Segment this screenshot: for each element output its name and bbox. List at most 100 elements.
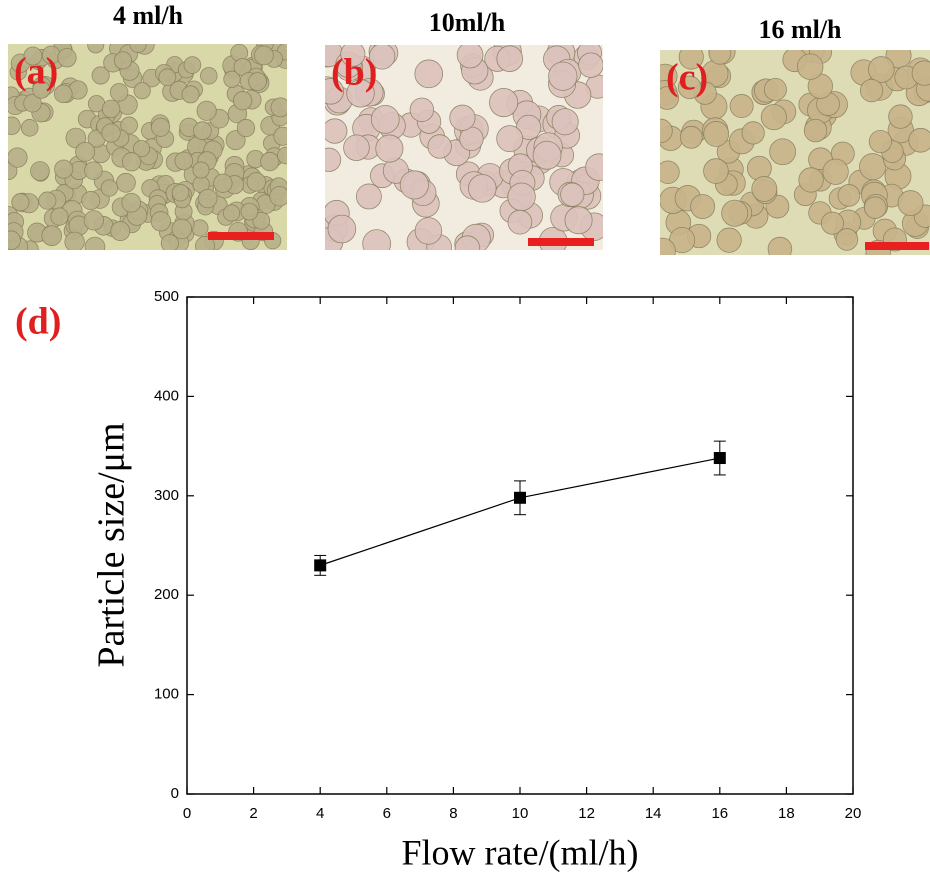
particle <box>171 218 193 240</box>
particle <box>20 119 39 137</box>
particle <box>911 60 930 86</box>
particle <box>325 147 342 172</box>
particle <box>32 80 51 99</box>
particle <box>578 52 603 78</box>
y-tick-label: 0 <box>171 785 179 802</box>
particle <box>564 206 593 235</box>
particle <box>507 209 533 235</box>
particle <box>196 100 217 121</box>
particle <box>240 202 259 221</box>
particle <box>863 196 887 219</box>
marker <box>314 559 327 572</box>
particle <box>741 121 765 145</box>
particle <box>679 125 703 149</box>
particle <box>660 86 680 110</box>
particle <box>64 231 85 250</box>
y-tick-label: 400 <box>154 387 179 404</box>
particle <box>496 125 524 153</box>
y-tick-label: 100 <box>154 686 179 703</box>
particle <box>489 87 519 118</box>
particle <box>370 104 400 134</box>
particle <box>87 44 105 54</box>
particle <box>796 53 824 80</box>
particle <box>548 61 578 91</box>
particle <box>158 68 177 87</box>
particle <box>822 158 849 185</box>
particle <box>81 191 101 211</box>
particle <box>120 116 138 135</box>
particle <box>468 174 497 203</box>
particle <box>150 117 171 137</box>
photo-panels: 4 ml/h (a) 10ml/h (b) 16 ml/h (c) <box>8 1 930 255</box>
particle <box>908 127 930 153</box>
particle <box>193 121 212 141</box>
particle <box>75 141 96 162</box>
panel-title: 4 ml/h <box>113 1 184 30</box>
particle <box>200 67 218 85</box>
particle <box>660 118 673 144</box>
particle <box>835 228 859 251</box>
panel-label: (a) <box>14 51 58 93</box>
particle <box>346 79 375 108</box>
particle <box>677 75 702 100</box>
particle <box>8 147 28 168</box>
particle <box>11 193 30 212</box>
particle <box>888 104 913 129</box>
scale-bar <box>208 232 274 240</box>
particle <box>760 104 787 131</box>
marker <box>514 491 526 504</box>
particle <box>57 48 77 68</box>
particle <box>213 173 233 193</box>
x-axis-label: Flow rate/(ml/h) <box>402 832 639 872</box>
particle <box>277 146 287 165</box>
particle <box>837 184 861 207</box>
particle <box>121 152 142 172</box>
marker <box>713 452 726 465</box>
particle <box>340 45 366 67</box>
particle <box>133 82 151 100</box>
particle <box>109 83 129 102</box>
scale-bar <box>865 242 929 250</box>
particle <box>551 108 579 136</box>
x-tick-label: 12 <box>578 805 595 822</box>
particle <box>113 51 133 70</box>
particle <box>375 134 404 163</box>
particle <box>560 182 585 207</box>
x-tick-label: 20 <box>845 805 862 822</box>
x-tick-label: 4 <box>316 805 324 822</box>
particle <box>121 192 142 213</box>
particle <box>859 78 884 103</box>
particle <box>449 104 476 131</box>
plot-frame <box>186 296 854 795</box>
y-tick-label: 200 <box>154 586 179 603</box>
particle <box>50 207 69 226</box>
particle <box>101 99 121 119</box>
particle <box>703 121 730 147</box>
particle <box>507 182 536 212</box>
particle <box>236 118 256 138</box>
particle <box>84 236 106 250</box>
x-tick-label: 2 <box>249 805 257 822</box>
particle <box>763 77 787 101</box>
particle <box>343 134 370 162</box>
particle <box>798 167 824 193</box>
particle <box>678 50 704 70</box>
particle <box>110 221 131 242</box>
particle <box>8 230 21 250</box>
particle <box>369 45 396 70</box>
particle <box>84 161 103 180</box>
particle <box>409 97 435 122</box>
x-tick-label: 18 <box>778 805 795 822</box>
particle <box>751 176 778 202</box>
panel-label: (c) <box>666 57 708 99</box>
particle <box>767 236 793 255</box>
particle <box>129 44 147 53</box>
particle <box>38 191 57 210</box>
particle <box>660 160 680 185</box>
particle <box>222 204 241 222</box>
particle <box>897 190 924 217</box>
particle <box>769 138 797 166</box>
panel-title: 10ml/h <box>429 8 506 37</box>
particle <box>183 56 202 74</box>
